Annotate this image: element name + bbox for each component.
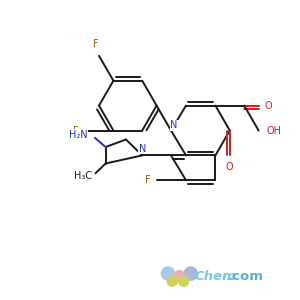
Circle shape [178,276,189,286]
Text: H₂N: H₂N [69,130,88,140]
Text: F: F [145,175,151,185]
Text: O: O [226,162,234,172]
Text: N: N [170,120,178,130]
Text: N: N [139,144,146,154]
Circle shape [161,267,175,280]
Text: F: F [73,125,79,136]
Text: F: F [93,39,99,49]
Text: OH: OH [266,125,281,136]
Text: .com: .com [228,269,264,283]
Circle shape [174,271,185,281]
Text: O: O [265,100,272,111]
Circle shape [167,276,177,286]
Text: H₃C: H₃C [74,171,92,181]
Text: Chem: Chem [194,269,236,283]
Circle shape [184,267,197,280]
